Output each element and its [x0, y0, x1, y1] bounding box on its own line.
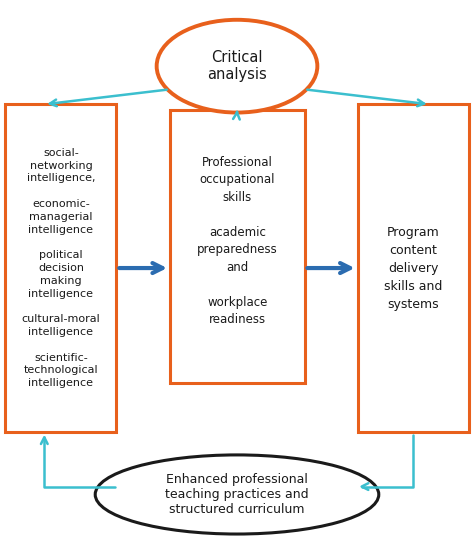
- Ellipse shape: [95, 455, 379, 534]
- Ellipse shape: [156, 20, 318, 113]
- Bar: [170, 110, 305, 382]
- Bar: [357, 104, 469, 432]
- Text: Program
content
delivery
skills and
systems: Program content delivery skills and syst…: [384, 225, 442, 311]
- Text: Critical
analysis: Critical analysis: [207, 50, 267, 83]
- Text: Professional
occupational
skills

academic
preparedness
and

workplace
readiness: Professional occupational skills academi…: [197, 155, 278, 326]
- Bar: [5, 104, 117, 432]
- Text: Enhanced professional
teaching practices and
structured curriculum: Enhanced professional teaching practices…: [165, 473, 309, 516]
- Text: social-
networking
intelligence,

economic-
managerial
intelligence

political
d: social- networking intelligence, economi…: [22, 148, 100, 388]
